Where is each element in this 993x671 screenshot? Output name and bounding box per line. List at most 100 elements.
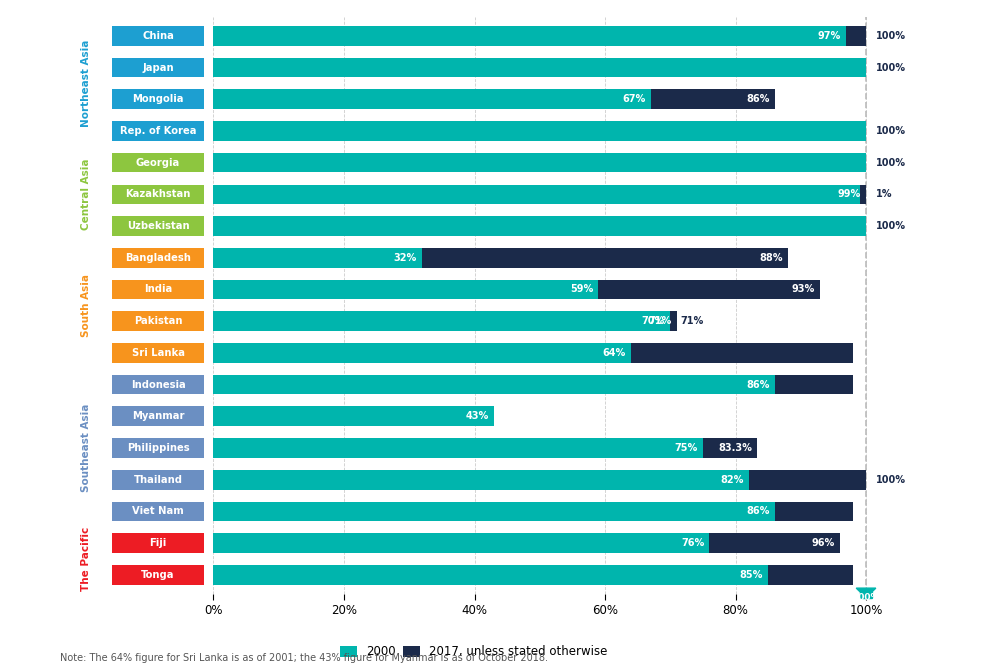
Bar <box>213 280 599 299</box>
Text: 100%: 100% <box>876 221 906 231</box>
Bar <box>112 26 204 46</box>
Bar <box>112 280 204 299</box>
Bar <box>213 248 422 268</box>
Bar <box>112 343 204 363</box>
Text: Northeast Asia: Northeast Asia <box>81 40 91 127</box>
Text: 82%: 82% <box>720 474 744 484</box>
Bar <box>213 153 866 172</box>
Text: 97%: 97% <box>818 31 841 41</box>
Text: 100%: 100% <box>876 126 906 136</box>
Text: 100%: 100% <box>876 31 906 41</box>
Text: 86%: 86% <box>746 94 770 104</box>
Bar <box>213 311 670 331</box>
Text: 86%: 86% <box>746 507 770 517</box>
Text: 85%: 85% <box>740 570 763 580</box>
Bar <box>112 185 204 204</box>
Bar <box>775 374 853 395</box>
Text: Uzbekistan: Uzbekistan <box>127 221 190 231</box>
Text: The Pacific: The Pacific <box>81 527 91 591</box>
Bar <box>213 533 709 553</box>
Bar <box>112 121 204 141</box>
Bar <box>213 89 650 109</box>
Text: Note: The 64% figure for Sri Lanka is as of 2001; the 43% figure for Myanmar is : Note: The 64% figure for Sri Lanka is as… <box>60 653 547 663</box>
Bar <box>422 248 787 268</box>
Bar <box>670 311 677 331</box>
Text: Kazakhstan: Kazakhstan <box>125 189 191 199</box>
Text: 67%: 67% <box>623 94 645 104</box>
Bar <box>860 185 866 204</box>
Text: Tonga: Tonga <box>141 570 175 580</box>
Bar <box>112 58 204 77</box>
Bar <box>112 470 204 490</box>
Text: Southeast Asia: Southeast Asia <box>81 404 91 492</box>
Text: India: India <box>144 285 172 295</box>
Bar <box>112 501 204 521</box>
Bar <box>213 343 632 363</box>
Polygon shape <box>860 592 872 598</box>
Text: 64%: 64% <box>603 348 626 358</box>
Bar <box>112 153 204 172</box>
Text: Myanmar: Myanmar <box>132 411 185 421</box>
Text: 75%: 75% <box>674 443 698 453</box>
Text: Sri Lanka: Sri Lanka <box>131 348 185 358</box>
Bar <box>709 533 840 553</box>
Bar <box>112 89 204 109</box>
Bar <box>213 407 495 426</box>
Text: 93%: 93% <box>791 285 815 295</box>
Text: Japan: Japan <box>142 62 174 72</box>
Bar <box>213 438 703 458</box>
Bar <box>213 565 769 584</box>
Text: 83.3%: 83.3% <box>718 443 752 453</box>
Bar <box>650 89 775 109</box>
Text: 59%: 59% <box>570 285 593 295</box>
Text: 1%: 1% <box>876 189 893 199</box>
Bar <box>632 343 853 363</box>
Bar <box>213 58 866 77</box>
Text: Indonesia: Indonesia <box>131 380 186 390</box>
Bar <box>775 501 853 521</box>
Text: China: China <box>142 31 174 41</box>
Bar <box>749 470 866 490</box>
Text: 100%: 100% <box>876 474 906 484</box>
Text: Viet Nam: Viet Nam <box>132 507 184 517</box>
Text: 43%: 43% <box>466 411 489 421</box>
Bar <box>112 311 204 331</box>
Text: Pakistan: Pakistan <box>134 316 183 326</box>
Bar <box>769 565 853 584</box>
Bar <box>112 565 204 584</box>
Text: Georgia: Georgia <box>136 158 180 168</box>
Legend: 2000, 2017, unless stated otherwise: 2000, 2017, unless stated otherwise <box>336 641 612 663</box>
Bar <box>599 280 820 299</box>
Text: 71%: 71% <box>680 316 703 326</box>
Bar <box>213 470 749 490</box>
Text: 100%: 100% <box>852 593 880 602</box>
Bar <box>112 374 204 395</box>
Text: 100%: 100% <box>876 62 906 72</box>
Bar <box>213 121 866 141</box>
Bar <box>213 374 775 395</box>
Bar <box>213 26 846 46</box>
Text: 100%: 100% <box>876 158 906 168</box>
Text: 88%: 88% <box>759 253 782 263</box>
Bar <box>112 438 204 458</box>
Text: Bangladesh: Bangladesh <box>125 253 191 263</box>
Text: South Asia: South Asia <box>81 274 91 337</box>
Text: Philippines: Philippines <box>127 443 190 453</box>
Text: 70%: 70% <box>641 316 665 326</box>
Bar <box>112 216 204 236</box>
Bar <box>112 407 204 426</box>
Text: 76%: 76% <box>681 538 704 548</box>
Text: Central Asia: Central Asia <box>81 158 91 230</box>
Bar <box>213 185 860 204</box>
Bar <box>112 533 204 553</box>
Text: Fiji: Fiji <box>149 538 167 548</box>
Text: Thailand: Thailand <box>133 474 183 484</box>
Polygon shape <box>856 588 876 598</box>
Bar <box>112 248 204 268</box>
Bar <box>703 438 757 458</box>
Text: 71%: 71% <box>648 316 671 326</box>
Text: 96%: 96% <box>811 538 835 548</box>
Text: 32%: 32% <box>394 253 417 263</box>
Text: 99%: 99% <box>837 189 861 199</box>
Text: 86%: 86% <box>746 380 770 390</box>
